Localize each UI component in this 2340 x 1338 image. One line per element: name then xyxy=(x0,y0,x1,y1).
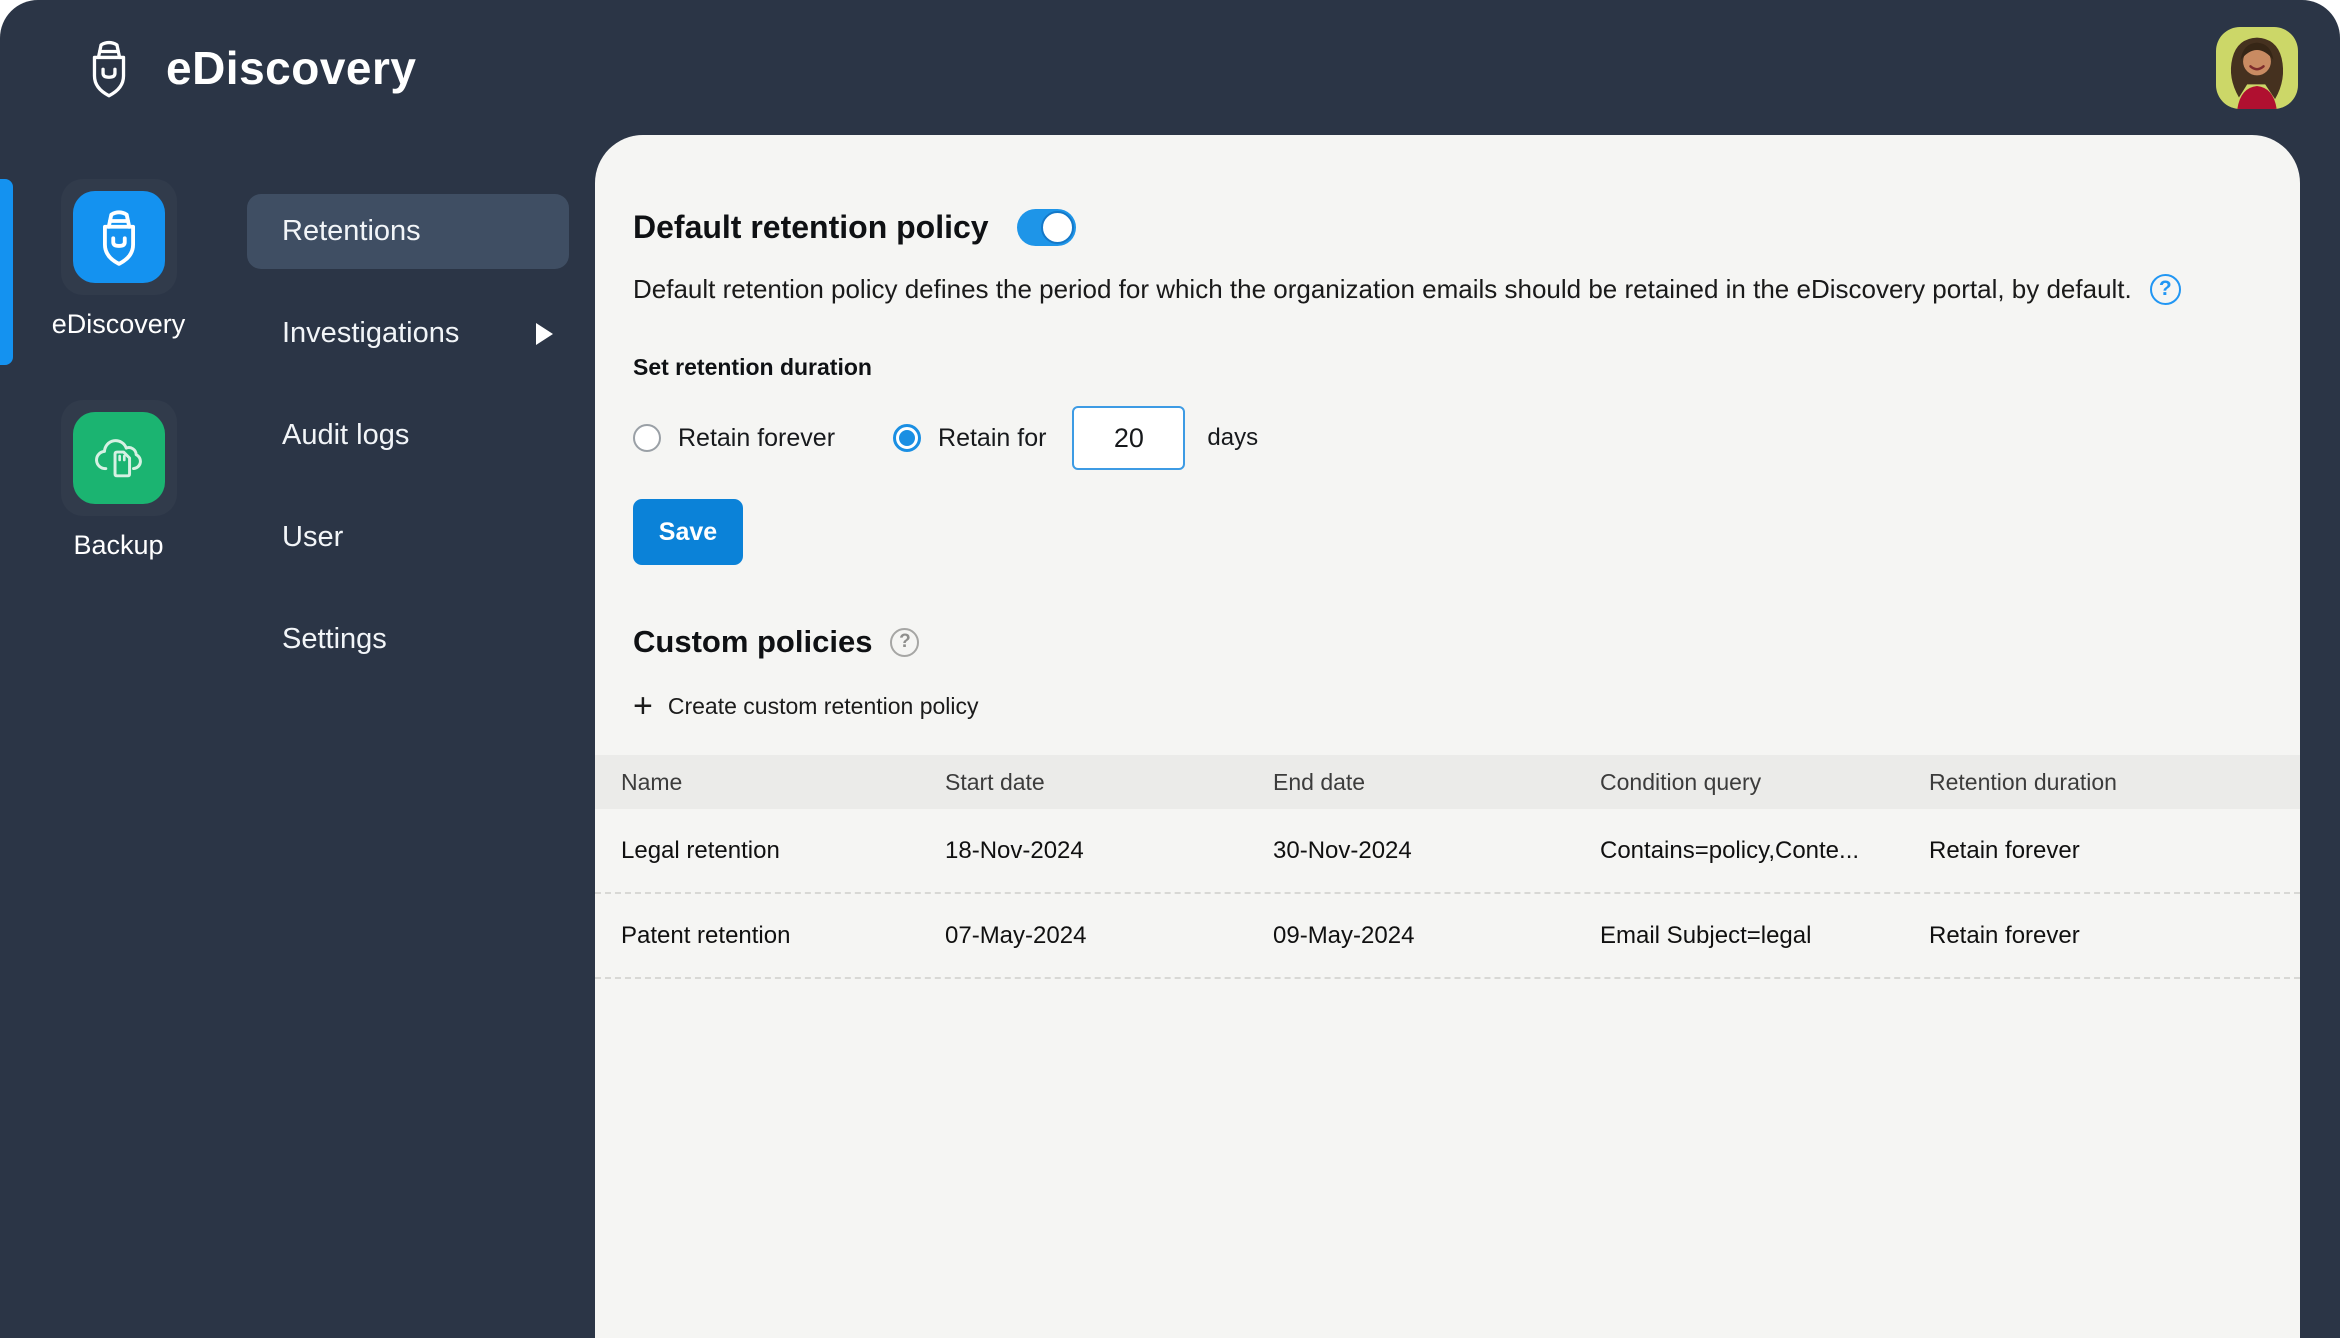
custom-policies-title: Custom policies xyxy=(633,624,873,659)
default-policy-description: Default retention policy defines the per… xyxy=(633,274,2132,304)
custom-policies-table: Name Start date End date Condition query… xyxy=(595,755,2300,979)
cell-condition-query: Email Subject=legal xyxy=(1600,921,1812,949)
nav-item-label: Retentions xyxy=(282,215,421,247)
avatar[interactable] xyxy=(2216,26,2298,109)
module-backup-tile xyxy=(61,400,177,516)
table-header-row: Name Start date End date Condition query… xyxy=(595,755,2300,809)
ediscovery-module-icon xyxy=(72,191,165,283)
table-row[interactable]: Patent retention 07-May-2024 09-May-2024… xyxy=(595,894,2300,979)
cell-retention-duration: Retain forever xyxy=(1929,921,2080,949)
sidebar-nav: Retentions Investigations Audit logs Use… xyxy=(247,194,569,704)
create-custom-policy-label: Create custom retention policy xyxy=(667,692,979,719)
toggle-knob xyxy=(1040,210,1074,244)
cell-condition-query: Contains=policy,Conte... xyxy=(1600,836,1860,864)
nav-item-user[interactable]: User xyxy=(247,500,569,575)
column-header-end-date: End date xyxy=(1273,768,1366,795)
nav-item-label: Settings xyxy=(282,623,387,655)
default-policy-toggle[interactable] xyxy=(1016,208,1076,246)
radio-retain-forever-label: Retain forever xyxy=(678,423,836,452)
days-unit-label: days xyxy=(1207,424,1259,451)
backup-module-icon xyxy=(72,412,165,504)
column-header-condition-query: Condition query xyxy=(1600,768,1762,795)
create-custom-policy-button[interactable]: + Create custom retention policy xyxy=(633,687,979,725)
module-label-backup: Backup xyxy=(73,530,164,560)
module-label-ediscovery: eDiscovery xyxy=(51,309,186,339)
days-input[interactable] xyxy=(1072,406,1186,470)
nav-item-label: Investigations xyxy=(282,317,460,349)
chevron-right-icon xyxy=(536,322,553,345)
radio-retain-forever[interactable] xyxy=(633,424,661,452)
help-icon[interactable]: ? xyxy=(2149,273,2181,305)
page-title: eDiscovery xyxy=(166,41,417,94)
avatar-image xyxy=(2216,26,2298,109)
cell-name: Legal retention xyxy=(621,836,780,864)
module-ediscovery-tile xyxy=(61,179,177,295)
app-header: eDiscovery xyxy=(0,0,2340,135)
help-icon[interactable]: ? xyxy=(890,627,920,657)
column-header-retention-duration: Retention duration xyxy=(1929,768,2117,795)
column-header-name: Name xyxy=(621,768,683,795)
cell-start-date: 18-Nov-2024 xyxy=(945,836,1084,864)
ediscovery-logo-icon xyxy=(92,40,126,97)
radio-retain-for-label: Retain for xyxy=(938,423,1047,452)
cell-end-date: 09-May-2024 xyxy=(1273,921,1415,949)
default-policy-header: Default retention policy xyxy=(633,205,2300,249)
nav-item-label: User xyxy=(282,521,344,553)
save-button[interactable]: Save xyxy=(633,499,743,565)
radio-retain-for[interactable] xyxy=(893,424,922,452)
cell-name: Patent retention xyxy=(621,921,791,949)
active-module-indicator xyxy=(0,179,13,365)
plus-icon: + xyxy=(633,687,653,725)
nav-item-settings[interactable]: Settings xyxy=(247,602,569,677)
nav-item-investigations[interactable]: Investigations xyxy=(247,296,569,371)
nav-item-label: Audit logs xyxy=(282,419,410,451)
cell-start-date: 07-May-2024 xyxy=(945,921,1087,949)
custom-policies-header: Custom policies ? xyxy=(633,621,2300,663)
table-row[interactable]: Legal retention 18-Nov-2024 30-Nov-2024 … xyxy=(595,809,2300,894)
module-backup[interactable]: Backup xyxy=(0,400,237,561)
retention-options: Retain forever Retain for days xyxy=(633,405,2300,471)
column-header-start-date: Start date xyxy=(945,768,1045,795)
retention-duration-label: Set retention duration xyxy=(633,354,872,380)
main-content: Default retention policy Default retenti… xyxy=(595,135,2300,1338)
cell-end-date: 30-Nov-2024 xyxy=(1273,836,1412,864)
nav-item-audit-logs[interactable]: Audit logs xyxy=(247,398,569,473)
nav-item-retentions[interactable]: Retentions xyxy=(247,194,569,269)
cell-retention-duration: Retain forever xyxy=(1929,836,2080,864)
module-ediscovery[interactable]: eDiscovery xyxy=(0,179,237,340)
default-policy-title: Default retention policy xyxy=(633,209,989,245)
default-policy-description-row: Default retention policy defines the per… xyxy=(633,271,2300,307)
